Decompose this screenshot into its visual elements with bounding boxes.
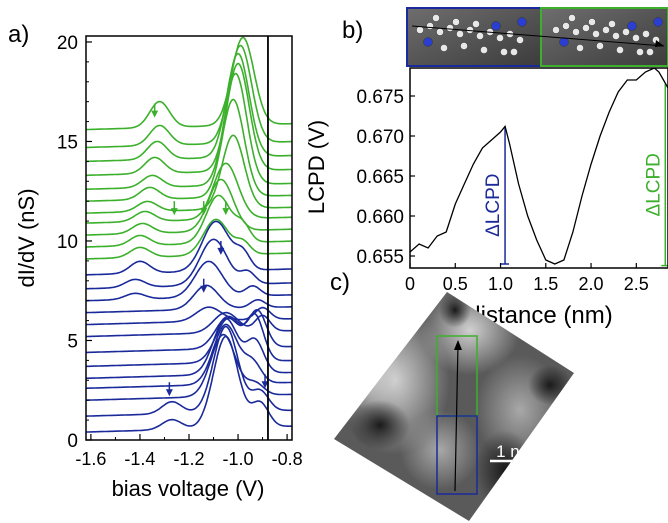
lcpd-x-tick-label: 1.5 [533, 274, 558, 294]
panel-label-c: c) [330, 269, 350, 296]
lcpd-axes-frame [409, 67, 668, 269]
spectrum-green-10 [86, 218, 292, 260]
spectrum-blue-1 [86, 238, 292, 290]
lcpd-line [410, 68, 668, 265]
peak-arrow [151, 103, 159, 118]
spectrum-green-4 [86, 72, 292, 190]
spectra-x-tick-label: -1.2 [173, 449, 204, 469]
spectra-x-tick-label: -0.8 [272, 449, 303, 469]
spectra-y-tick-label: 5 [67, 331, 78, 352]
delta-lcpd-label: ΔLCPD [643, 153, 664, 216]
spectrum-blue-0 [86, 220, 292, 276]
lcpd-panel: ΔLCPD ΔLCPD 0 0.5 1.0 1.5 2.0 2.5 0.6550.6600.… [304, 7, 668, 329]
spectrum-blue-9 [86, 323, 292, 390]
spectrum-blue-7 [86, 312, 292, 368]
peak-arrow [261, 374, 269, 389]
afm-profile-line [454, 343, 459, 492]
spectra-panel: -1.6 -1.4 -1.2 -1.0 -0.8 0 5 10 15 20 bias volta… [14, 33, 303, 501]
spectrum-blue-6 [86, 308, 292, 354]
molecule-image-right [540, 7, 668, 67]
lcpd-x-ticks: 0 0.5 1.0 1.5 2.0 2.5 [405, 263, 649, 294]
spectrum-green-6 [86, 134, 292, 214]
spectra-y-tick-label: 10 [57, 232, 78, 253]
molecule-image-left [406, 7, 542, 67]
peak-arrow [217, 240, 225, 255]
spectrum-blue-2 [86, 260, 292, 302]
afm-profile-arrowhead [454, 340, 462, 350]
spectrum-green-2 [86, 52, 292, 163]
spectra-y-axis-label: dI/dV (nS) [14, 188, 39, 287]
profile-arrowhead [655, 40, 664, 47]
spectrum-green-8 [86, 178, 292, 236]
peak-arrow [170, 201, 178, 216]
lcpd-x-tick-label: 0 [405, 274, 415, 294]
lcpd-x-tick-label: 1.0 [488, 274, 513, 294]
spectrum-blue-11 [86, 325, 292, 417]
panel-label-a: a) [8, 21, 29, 48]
lcpd-y-tick-label: 0.655 [356, 247, 404, 268]
spectra-x-axis-label: bias voltage (V) [112, 476, 265, 501]
lcpd-x-tick-label: 2.5 [624, 274, 649, 294]
peak-arrow [200, 278, 208, 293]
spectrum-blue-10 [86, 333, 292, 401]
lcpd-y-tick-label: 0.675 [356, 87, 404, 108]
peak-arrows [151, 103, 269, 397]
profile-line [411, 25, 665, 47]
spectra-axes-frame [85, 35, 293, 441]
spectra-y-tick-label: 0 [67, 431, 78, 452]
spectrum-blue-3 [86, 284, 292, 314]
peak-arrow [222, 201, 230, 216]
spectrum-green-1 [86, 44, 292, 149]
lcpd-y-axis-label: LCPD (V) [304, 120, 329, 214]
spectrum-green-0 [86, 36, 292, 131]
lcpd-y-ticks: 0.655 0.660 0.665 0.670 0.675 [356, 87, 415, 268]
spectrum-blue-12 [86, 335, 292, 433]
spectrum-green-5 [86, 98, 292, 202]
spectrum-green-7 [86, 162, 292, 224]
spectra-y-tick-label: 20 [57, 33, 78, 54]
spectra-x-tick-label: -1.4 [124, 449, 155, 469]
lcpd-y-tick-label: 0.670 [356, 127, 404, 148]
spectra-curves [86, 36, 292, 433]
spectra-y-ticks: 0 5 10 15 20 [57, 33, 92, 452]
panel-label-b: b) [342, 17, 363, 44]
delta-lcpd-label: ΔLCPD [483, 174, 504, 237]
spectra-x-tick-label: -1.0 [223, 449, 254, 469]
lcpd-annotations: ΔLCPD ΔLCPD [483, 84, 668, 267]
scale-bar-label: 1 nm [496, 442, 534, 461]
spectra-x-tick-label: -1.6 [75, 449, 106, 469]
spectrum-green-9 [86, 194, 292, 248]
lcpd-x-tick-label: 2.0 [579, 274, 604, 294]
lcpd-x-tick-label: 0.5 [443, 274, 468, 294]
lcpd-y-tick-label: 0.660 [356, 207, 404, 228]
peak-arrow [165, 382, 173, 397]
lcpd-y-tick-label: 0.665 [356, 167, 404, 188]
spectra-y-tick-label: 15 [57, 132, 78, 153]
spectrum-blue-8 [86, 317, 292, 380]
spectra-x-ticks: -1.6 -1.4 -1.2 -1.0 -0.8 [75, 434, 303, 469]
lcpd-curve [410, 68, 668, 265]
spectrum-green-3 [86, 62, 292, 177]
peak-arrow [200, 201, 208, 216]
